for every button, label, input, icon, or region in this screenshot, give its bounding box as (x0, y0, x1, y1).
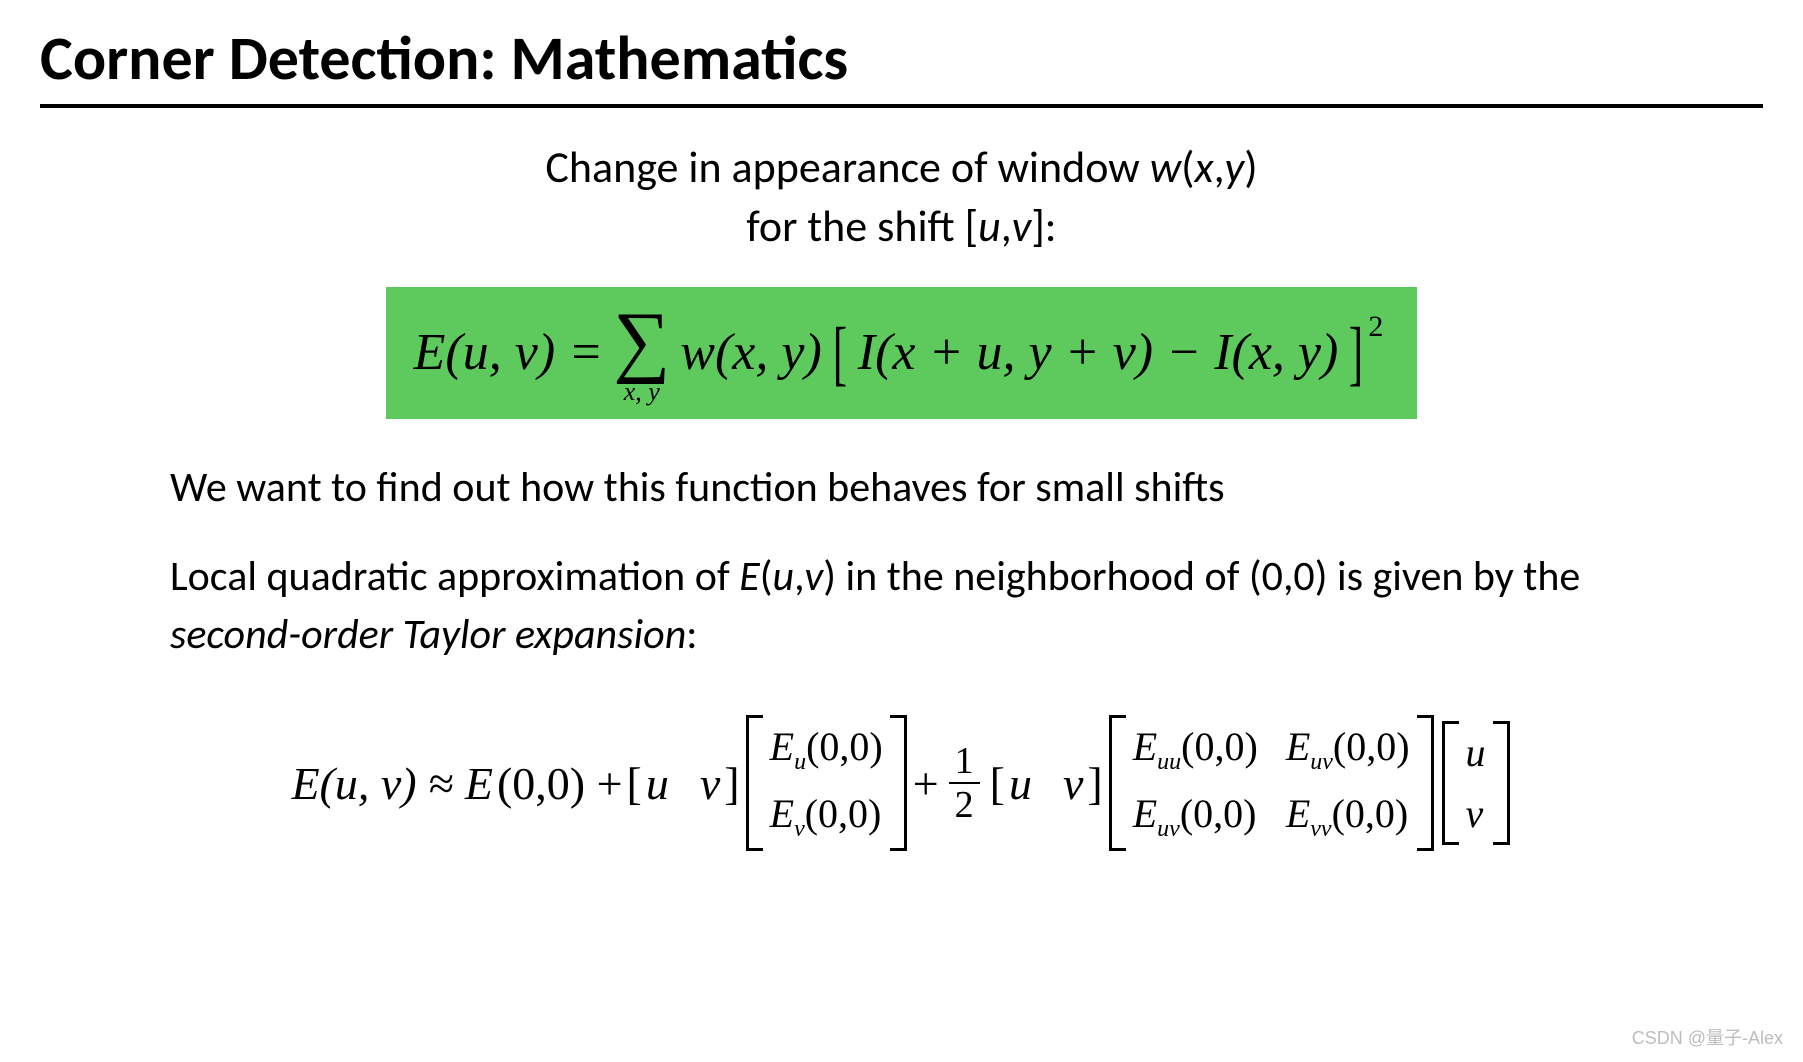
sum-sub: x, y (624, 379, 660, 405)
hess-21: Euv(0,0) (1133, 790, 1258, 843)
p2-colon: : (686, 609, 697, 660)
grad-r2: Ev(0,0) (770, 790, 883, 843)
frac-den: 2 (955, 784, 974, 824)
hess-11: Euu(0,0) (1133, 723, 1258, 776)
intro-w: w (1150, 140, 1181, 194)
rowvec-u-1: u (646, 757, 669, 810)
sum-symbol: ∑ x, y (613, 301, 670, 405)
p2-a: Local quadratic approximation of (170, 551, 739, 602)
intro-comma: , (1214, 140, 1225, 194)
intro-line1-a: Change in appearance of window (545, 140, 1149, 194)
rowvec-sp-1 (673, 757, 696, 810)
eq1-inner: I(x + u, y + v) − I(x, y) (858, 327, 1339, 379)
intro-y: y (1225, 140, 1245, 194)
intro-u: u (978, 199, 1001, 253)
hessian-matrix: Euu(0,0) Euv(0,0) Euv(0,0) Evv(0,0) (1109, 715, 1434, 851)
rowvec-close-2: ] (1087, 757, 1102, 810)
watermark: CSDN @量子-Alex (1632, 1024, 1783, 1050)
eq1-lhs: E(u, v) = (414, 327, 604, 379)
rowvec-v-1: v (700, 757, 720, 810)
left-bracket: [ (833, 317, 847, 389)
hess-12: Euv(0,0) (1286, 723, 1410, 776)
eq1-exp: 2 (1368, 312, 1383, 342)
rowvec-open-2: [ (990, 757, 1005, 810)
paragraph-2: Local quadratic approximation of E(u,v) … (170, 548, 1633, 666)
hess-22: Evv(0,0) (1286, 790, 1410, 843)
p2-taylor: second-order Taylor expansion (170, 609, 686, 660)
frac-num: 1 (949, 742, 980, 784)
p2-comma: , (794, 551, 804, 602)
intro-x: x (1195, 140, 1214, 194)
colvec-u: u (1466, 729, 1486, 776)
title-underline (40, 104, 1763, 108)
intro-rp: ) (1244, 140, 1257, 194)
intro-lp: ( (1181, 140, 1194, 194)
paragraph-1: We want to find out how this function be… (170, 459, 1633, 518)
right-bracket: ] (1349, 317, 1363, 389)
colvec-v: v (1466, 790, 1486, 837)
p2-u: u (772, 551, 794, 602)
rowvec-u-2: u (1009, 757, 1032, 810)
intro-v: v (1012, 199, 1032, 253)
grad-r1: Eu(0,0) (770, 723, 883, 776)
eq2-plus: + (913, 757, 939, 810)
p2-E: E (739, 551, 760, 602)
rowvec-close-1: ] (724, 757, 739, 810)
rowvec-open-1: [ (627, 757, 642, 810)
gradient-vector: Eu(0,0) Ev(0,0) (746, 715, 907, 851)
intro-text: Change in appearance of window w(x,y) fo… (40, 138, 1763, 257)
energy-equation: E(u, v) = ∑ x, y w(x, y) [ I(x + u, y + … (386, 287, 1418, 419)
intro-line2-a: for the shift [ (746, 199, 978, 253)
eq2-lhs: E(u, v) ≈ E (291, 757, 493, 810)
p2-g: ) in the neighborhood of (0,0) is given … (823, 551, 1580, 602)
p2-lp: ( (760, 551, 773, 602)
intro-comma2: , (1001, 199, 1012, 253)
rowvec-v-2: v (1063, 757, 1083, 810)
p2-v: v (805, 551, 824, 602)
page-title: Corner Detection: Mathematics (40, 20, 1763, 96)
column-vector: u v (1442, 721, 1510, 845)
taylor-equation: E(u, v) ≈ E (0,0) + [u v] Eu(0,0) Ev(0,0… (40, 715, 1763, 851)
rowvec-sp-2 (1036, 757, 1059, 810)
one-half: 1 2 (949, 742, 980, 824)
intro-endbr: ]: (1031, 199, 1056, 253)
eq2-zero: (0,0) + (497, 757, 623, 810)
eq1-w: w(x, y) (680, 327, 821, 379)
sigma-icon: ∑ (613, 301, 670, 381)
